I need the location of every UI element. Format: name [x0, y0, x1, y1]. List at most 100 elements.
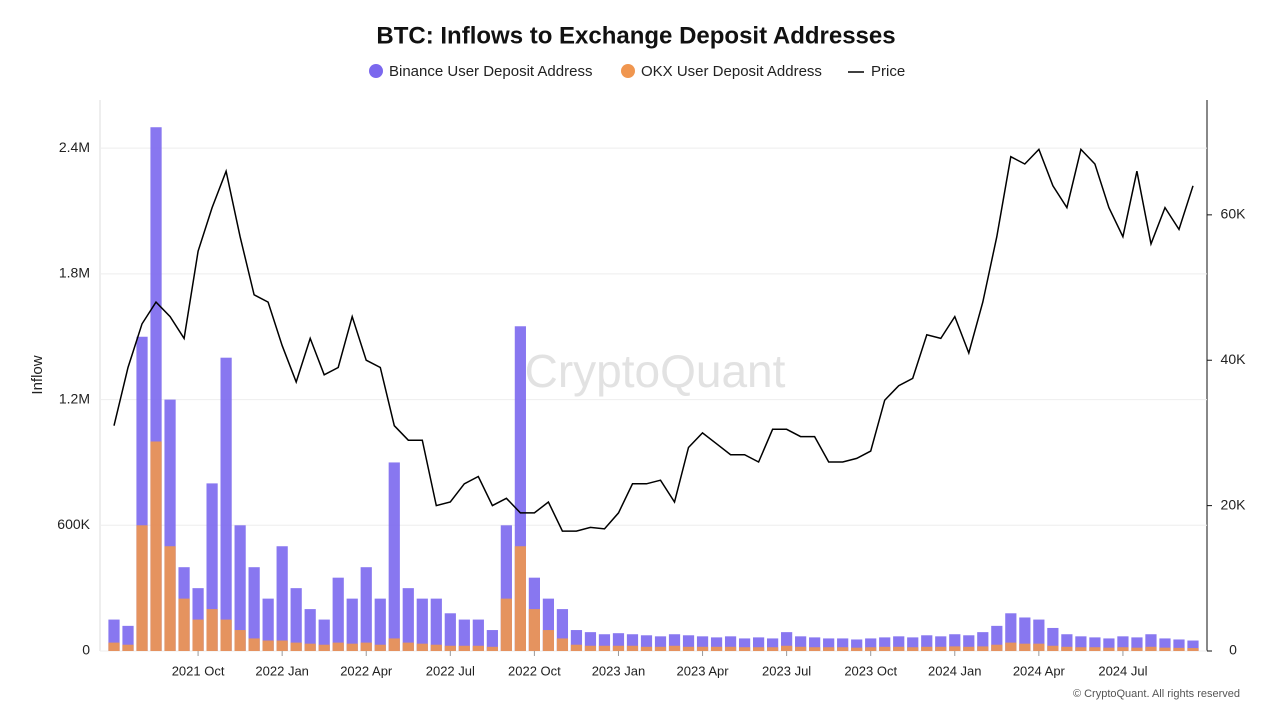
bar	[1033, 643, 1045, 651]
bar	[178, 598, 190, 651]
bar	[879, 646, 891, 651]
bar	[710, 637, 723, 651]
y-tick-label: 1.8M	[59, 265, 90, 281]
bar	[1103, 638, 1115, 651]
bar	[809, 637, 821, 651]
bar	[612, 633, 625, 651]
x-tick-label: 2024 Jul	[1098, 663, 1147, 678]
bar	[907, 637, 919, 651]
bar	[1117, 636, 1129, 651]
bar	[220, 619, 232, 651]
bar	[430, 598, 442, 651]
bar	[668, 645, 681, 651]
bar	[234, 525, 246, 651]
bar	[1131, 637, 1143, 651]
bar	[668, 634, 681, 651]
bar	[1131, 647, 1143, 651]
bar	[374, 644, 386, 651]
bar	[472, 645, 484, 651]
bar	[963, 646, 975, 651]
bar	[767, 647, 779, 651]
bar	[304, 609, 316, 651]
bar	[136, 336, 148, 651]
x-tick-label: 2024 Jan	[928, 663, 982, 678]
bar	[416, 643, 428, 651]
bar	[262, 640, 274, 651]
legend-label[interactable]: Price	[871, 63, 905, 80]
bar	[416, 598, 428, 651]
bar	[1047, 627, 1059, 651]
bar	[921, 646, 933, 651]
bar	[1173, 647, 1185, 651]
legend-swatch	[369, 64, 383, 78]
legend-label[interactable]: OKX User Deposit Address	[641, 63, 822, 80]
bar	[304, 643, 316, 651]
bar	[318, 644, 330, 651]
bar	[500, 598, 512, 651]
x-tick-label: 2022 Apr	[340, 663, 393, 678]
bar	[206, 483, 218, 651]
footer: © CryptoQuant. All rights reserved	[1073, 688, 1240, 700]
bar	[276, 640, 288, 651]
bar	[851, 647, 863, 651]
bar	[1019, 643, 1031, 651]
bar	[1005, 642, 1017, 651]
watermark: CryptoQuant	[525, 345, 786, 397]
bar	[795, 636, 807, 651]
bar	[276, 546, 288, 651]
bar	[865, 638, 877, 651]
price-line	[113, 147, 1194, 532]
x-tick-label: 2023 Apr	[677, 663, 730, 678]
bar	[991, 644, 1003, 651]
bar	[991, 625, 1003, 651]
bar	[346, 598, 358, 651]
bar	[935, 646, 947, 651]
bar	[570, 644, 583, 651]
bar	[837, 647, 849, 651]
bar	[598, 645, 611, 651]
bar	[809, 647, 821, 651]
bar	[682, 646, 695, 651]
bar	[710, 646, 723, 651]
bar	[781, 632, 793, 651]
bar	[1075, 636, 1087, 651]
bar	[164, 399, 176, 651]
bar	[1089, 637, 1101, 651]
bar	[122, 625, 134, 651]
legend-swatch	[621, 64, 635, 78]
bar	[290, 642, 302, 651]
bar	[907, 647, 919, 651]
y2-tick-label: 20K	[1221, 496, 1247, 512]
bar	[1159, 638, 1171, 651]
bar	[388, 638, 400, 651]
bar	[837, 638, 849, 651]
bar	[108, 642, 120, 651]
bar	[1005, 613, 1017, 651]
bar	[654, 636, 667, 651]
bar	[865, 647, 877, 651]
bar	[977, 632, 989, 651]
y2-tick-label: 0	[1229, 642, 1237, 658]
bar	[458, 645, 470, 651]
x-tick-label: 2022 Jan	[255, 663, 309, 678]
bar	[1033, 619, 1045, 651]
x-tick-label: 2023 Oct	[844, 663, 897, 678]
bar	[122, 644, 134, 651]
bar	[430, 644, 442, 651]
bar	[374, 598, 386, 651]
bar	[921, 635, 933, 651]
bar	[949, 634, 961, 651]
bar	[626, 645, 639, 651]
bar	[486, 646, 498, 651]
bar	[1187, 648, 1199, 651]
bar	[584, 632, 597, 651]
bar	[108, 619, 120, 651]
bar	[626, 634, 639, 651]
bar	[963, 635, 975, 651]
bar	[164, 546, 176, 651]
legend-label[interactable]: Binance User Deposit Address	[389, 63, 592, 80]
bar	[682, 635, 695, 651]
bar	[640, 635, 653, 651]
bar	[1019, 617, 1031, 651]
bar	[500, 525, 512, 651]
